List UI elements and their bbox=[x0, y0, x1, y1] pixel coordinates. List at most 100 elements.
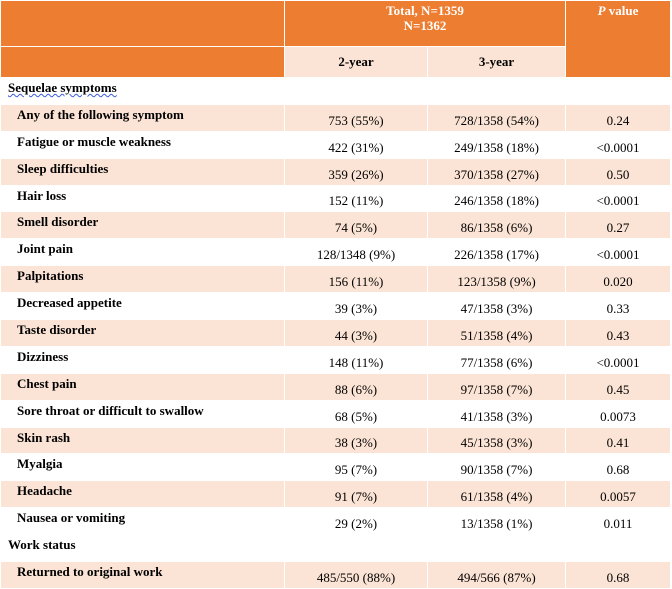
cell-p-value: 0.33 bbox=[565, 292, 671, 321]
cell-p-value: 0.45 bbox=[565, 372, 671, 401]
cell-2-year: 128/1348 (9%) bbox=[284, 238, 428, 267]
row-label: Returned to original work bbox=[0, 561, 285, 589]
cell-3-year: 226/1358 (17%) bbox=[427, 238, 566, 267]
header-total: Total, N=1359 N=1362 bbox=[284, 0, 566, 47]
row-label: Sore throat or difficult to swallow bbox=[0, 399, 285, 428]
table-row: Sore throat or difficult to swallow 68 (5… bbox=[0, 399, 671, 428]
cell-p-value: 0.24 bbox=[565, 103, 671, 132]
table-row: Headache 91 (7%) 61/1358 (4%) 0.0057 bbox=[0, 480, 671, 509]
cell-3-year: 61/1358 (4%) bbox=[427, 480, 566, 509]
cell-2-year: 39 (3%) bbox=[284, 292, 428, 321]
row-label: Skin rash bbox=[0, 426, 285, 455]
cell-2-year: 753 (55%) bbox=[284, 103, 428, 132]
section-row: Sequelae symptoms bbox=[0, 77, 671, 105]
row-label: Hair loss bbox=[0, 184, 285, 213]
cell-3-year: 249/1358 (18%) bbox=[427, 130, 566, 159]
row-label: Fatigue or muscle weakness bbox=[0, 130, 285, 159]
header-2-year: 2-year bbox=[284, 46, 428, 78]
table-row: Smell disorder 74 (5%) 86/1358 (6%) 0.27 bbox=[0, 211, 671, 240]
table-body: Sequelae symptoms Any of the following s… bbox=[0, 77, 671, 589]
header-p-value: P value bbox=[565, 0, 671, 78]
cell-3-year: 370/1358 (27%) bbox=[427, 157, 566, 186]
header-total-line1: Total, N=1359 bbox=[386, 3, 464, 18]
header-blank-2 bbox=[0, 46, 285, 78]
header-p-rest: value bbox=[605, 3, 639, 18]
table-row: Nausea or vomiting 29 (2%) 13/1358 (1%) 0.0… bbox=[0, 507, 671, 536]
cell-2-year: 91 (7%) bbox=[284, 480, 428, 509]
cell-3-year: 97/1358 (7%) bbox=[427, 372, 566, 401]
empty-cell bbox=[427, 77, 566, 105]
row-label: Myalgia bbox=[0, 453, 285, 482]
cell-p-value: 0.43 bbox=[565, 319, 671, 347]
cell-3-year: 494/566 (87%) bbox=[427, 561, 566, 589]
cell-p-value: <0.0001 bbox=[565, 130, 671, 159]
cell-3-year: 13/1358 (1%) bbox=[427, 507, 566, 536]
cell-3-year: 86/1358 (6%) bbox=[427, 211, 566, 240]
cell-p-value: 0.0057 bbox=[565, 480, 671, 509]
cell-3-year: 77/1358 (6%) bbox=[427, 345, 566, 374]
cell-p-value: 0.020 bbox=[565, 265, 671, 294]
cell-p-value: 0.41 bbox=[565, 426, 671, 455]
cell-2-year: 359 (26%) bbox=[284, 157, 428, 186]
cell-2-year: 38 (3%) bbox=[284, 426, 428, 455]
cell-p-value: 0.50 bbox=[565, 157, 671, 186]
table-row: Dizziness 148 (11%) 77/1358 (6%) <0.0001 bbox=[0, 345, 671, 374]
table-row: Skin rash 38 (3%) 45/1358 (3%) 0.41 bbox=[0, 426, 671, 455]
row-label: Taste disorder bbox=[0, 319, 285, 347]
cell-p-value: 0.68 bbox=[565, 561, 671, 589]
row-label: Chest pain bbox=[0, 372, 285, 401]
table-row: Hair loss 152 (11%) 246/1358 (18%) <0.0001 bbox=[0, 184, 671, 213]
table-row: Decreased appetite 39 (3%) 47/1358 (3%) 0.3… bbox=[0, 292, 671, 321]
cell-3-year: 41/1358 (3%) bbox=[427, 399, 566, 428]
row-label: Headache bbox=[0, 480, 285, 509]
cell-2-year: 95 (7%) bbox=[284, 453, 428, 482]
cell-p-value: <0.0001 bbox=[565, 238, 671, 267]
cell-3-year: 45/1358 (3%) bbox=[427, 426, 566, 455]
table-row: Any of the following symptom 753 (55%) 728… bbox=[0, 103, 671, 132]
table-row: Chest pain 88 (6%) 97/1358 (7%) 0.45 bbox=[0, 372, 671, 401]
table-row: Returned to original work 485/550 (88%) 49… bbox=[0, 561, 671, 589]
cell-2-year: 152 (11%) bbox=[284, 184, 428, 213]
header-p-letter: P bbox=[597, 3, 606, 18]
cell-3-year: 47/1358 (3%) bbox=[427, 292, 566, 321]
table-row: Myalgia 95 (7%) 90/1358 (7%) 0.68 bbox=[0, 453, 671, 482]
cell-3-year: 123/1358 (9%) bbox=[427, 265, 566, 294]
cell-2-year: 485/550 (88%) bbox=[284, 561, 428, 589]
empty-cell bbox=[427, 534, 566, 563]
cell-p-value: 0.011 bbox=[565, 507, 671, 536]
cell-2-year: 156 (11%) bbox=[284, 265, 428, 294]
cell-p-value: 0.27 bbox=[565, 211, 671, 240]
cell-p-value: <0.0001 bbox=[565, 345, 671, 374]
row-label: Smell disorder bbox=[0, 211, 285, 240]
header-blank bbox=[0, 0, 285, 47]
cell-2-year: 68 (5%) bbox=[284, 399, 428, 428]
cell-p-value: 0.0073 bbox=[565, 399, 671, 428]
empty-cell bbox=[565, 534, 671, 563]
section-label-text: Sequelae symptoms bbox=[8, 80, 117, 95]
table-row: Taste disorder 44 (3%) 51/1358 (4%) 0.43 bbox=[0, 319, 671, 347]
row-label: Decreased appetite bbox=[0, 292, 285, 321]
section-row: Work status bbox=[0, 534, 671, 563]
cell-2-year: 148 (11%) bbox=[284, 345, 428, 374]
header-3-year: 3-year bbox=[427, 46, 566, 78]
table-row: Joint pain 128/1348 (9%) 226/1358 (17%) <0.… bbox=[0, 238, 671, 267]
row-label: Joint pain bbox=[0, 238, 285, 267]
cell-3-year: 90/1358 (7%) bbox=[427, 453, 566, 482]
header-total-line2: N=1362 bbox=[403, 18, 447, 33]
row-label: Nausea or vomiting bbox=[0, 507, 285, 536]
cell-3-year: 51/1358 (4%) bbox=[427, 319, 566, 347]
table-row: Fatigue or muscle weakness 422 (31%) 249/1… bbox=[0, 130, 671, 159]
table-row: Sleep difficulties 359 (26%) 370/1358 (27%… bbox=[0, 157, 671, 186]
empty-cell bbox=[284, 534, 428, 563]
cell-3-year: 728/1358 (54%) bbox=[427, 103, 566, 132]
row-label: Any of the following symptom bbox=[0, 103, 285, 132]
cell-2-year: 422 (31%) bbox=[284, 130, 428, 159]
cell-p-value: <0.0001 bbox=[565, 184, 671, 213]
cell-p-value: 0.68 bbox=[565, 453, 671, 482]
cell-2-year: 44 (3%) bbox=[284, 319, 428, 347]
row-label: Sleep difficulties bbox=[0, 157, 285, 186]
section-label: Sequelae symptoms bbox=[0, 77, 285, 105]
section-label: Work status bbox=[0, 534, 285, 563]
empty-cell bbox=[284, 77, 428, 105]
